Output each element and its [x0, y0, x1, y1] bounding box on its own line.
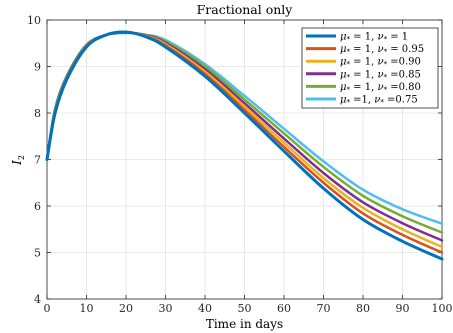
legend-end: = 0.95 — [387, 44, 424, 55]
y-axis-title-subscript: 2 — [17, 155, 26, 160]
legend-mid: = 1, — [350, 57, 377, 68]
legend-entry: μ* = 1, ν* = 0.95 — [340, 44, 424, 56]
x-axis-title: Time in days — [206, 317, 283, 331]
y-tick-label: 6 — [34, 200, 41, 213]
legend-mid: = 1, — [350, 82, 377, 93]
legend-entry: μ* = 1, ν* = 1 — [340, 32, 408, 44]
legend-entry: μ* = 1, ν* =0.80 — [340, 82, 421, 94]
legend-entry: μ* = 1, ν* =0.85 — [340, 69, 421, 81]
y-tick-label: 7 — [34, 154, 41, 167]
legend-mid: = 1, — [350, 69, 377, 80]
legend-end: =0.75 — [384, 95, 418, 106]
legend-mid: = 1, — [350, 32, 377, 43]
legend-entry: μ* = 1, ν* =0.90 — [340, 57, 421, 69]
x-tick-label: 60 — [277, 302, 291, 315]
legend-entry: μ* =1, ν* =0.75 — [340, 95, 418, 107]
x-tick-label: 100 — [432, 302, 453, 315]
x-tick-label: 0 — [44, 302, 51, 315]
chart-title: Fractional only — [197, 2, 294, 17]
x-tick-label: 40 — [198, 302, 212, 315]
y-tick-label: 5 — [34, 247, 41, 260]
x-tick-label: 90 — [396, 302, 410, 315]
legend-end: = 1 — [387, 32, 408, 43]
y-tick-label: 8 — [34, 107, 41, 120]
x-tick-label: 70 — [317, 302, 331, 315]
legend-end: =0.80 — [387, 82, 421, 93]
legend-mid: =1, — [350, 95, 374, 106]
x-tick-label: 30 — [159, 302, 173, 315]
x-tick-label: 20 — [119, 302, 133, 315]
legend-end: =0.85 — [387, 69, 421, 80]
y-tick-label: 9 — [34, 61, 41, 74]
x-tick-label: 80 — [356, 302, 370, 315]
legend: μ* = 1, ν* = 1μ* = 1, ν* = 0.95μ* = 1, ν… — [302, 28, 438, 108]
legend-mid: = 1, — [350, 44, 377, 55]
x-tick-label: 10 — [80, 302, 94, 315]
x-tick-label: 50 — [238, 302, 252, 315]
y-tick-label: 10 — [27, 14, 41, 27]
legend-end: =0.90 — [387, 57, 421, 68]
y-tick-label: 4 — [34, 293, 41, 306]
